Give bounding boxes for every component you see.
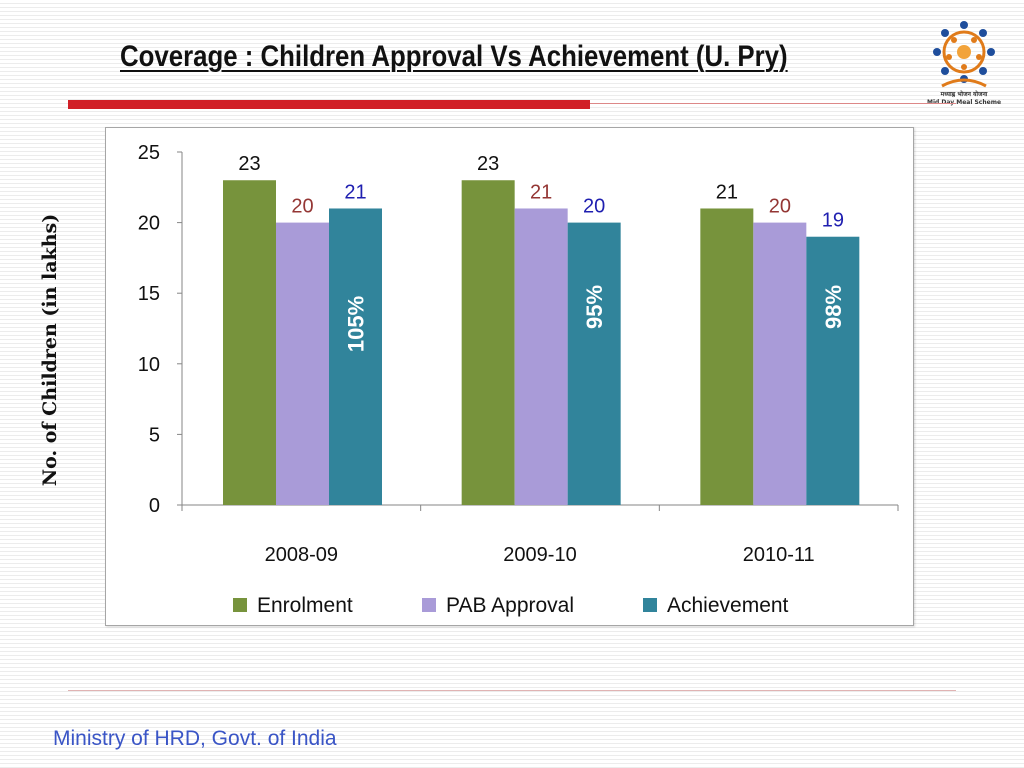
title-accent-bar — [68, 100, 590, 109]
bar-achievement — [329, 208, 382, 505]
chart-area: 0 5 10 15 20 25 23 20 21 105% 2008-09 23 21 20 95% 2009… — [105, 127, 914, 626]
y-axis-label: No. of Children (in lakhs) — [39, 213, 61, 487]
y-tick-label: 5 — [149, 424, 160, 446]
y-tick-label: 10 — [138, 354, 160, 376]
data-label: 21 — [716, 181, 738, 203]
slide-title: Coverage : Children Approval Vs Achievem… — [120, 40, 788, 73]
x-tick-label: 2009-10 — [503, 544, 576, 566]
logo-caption: Mid Day Meal Scheme — [926, 99, 1002, 106]
y-tick-label: 25 — [138, 142, 160, 164]
footer-text: Ministry of HRD, Govt. of India — [53, 727, 337, 750]
data-label: 21 — [344, 181, 366, 203]
bar-enrolment — [700, 208, 754, 505]
legend-swatch — [233, 598, 247, 612]
footer-divider — [68, 690, 956, 691]
legend-label: PAB Approval — [446, 594, 574, 617]
mid-day-meal-logo-icon — [933, 21, 995, 88]
y-tick-label: 0 — [149, 495, 160, 517]
x-tick-label: 2010-11 — [743, 544, 815, 566]
bar-pab-approval — [276, 222, 329, 505]
data-label: 20 — [583, 196, 605, 218]
bar-achievement — [806, 236, 860, 505]
title-divider — [590, 103, 956, 104]
x-tick-label: 2008-09 — [265, 544, 338, 566]
bar-chart: 0 5 10 15 20 25 23 20 21 105% 2008-09 23 21 20 95% 2009… — [138, 142, 899, 617]
data-label: 20 — [769, 196, 791, 218]
bar-enrolment — [223, 180, 276, 506]
achievement-percent-label: 95% — [582, 285, 607, 329]
bar-pab-approval — [514, 208, 568, 505]
legend-swatch — [422, 598, 436, 612]
bar-enrolment — [461, 180, 515, 506]
logo-caption-hindi: मध्याह्न भोजन योजना — [940, 91, 988, 98]
legend-label: Achievement — [667, 594, 789, 617]
y-tick-label: 20 — [138, 213, 160, 235]
data-label: 23 — [238, 153, 260, 175]
data-label: 19 — [822, 210, 844, 232]
achievement-percent-label: 98% — [821, 285, 846, 329]
achievement-percent-label: 105% — [344, 296, 369, 352]
bar-pab-approval — [753, 222, 807, 505]
legend-swatch — [643, 598, 657, 612]
data-label: 21 — [530, 181, 552, 203]
bar-achievement — [567, 222, 621, 505]
data-label: 23 — [477, 153, 499, 175]
data-label: 20 — [291, 196, 313, 218]
legend-label: Enrolment — [257, 594, 353, 617]
y-tick-label: 15 — [138, 283, 160, 305]
